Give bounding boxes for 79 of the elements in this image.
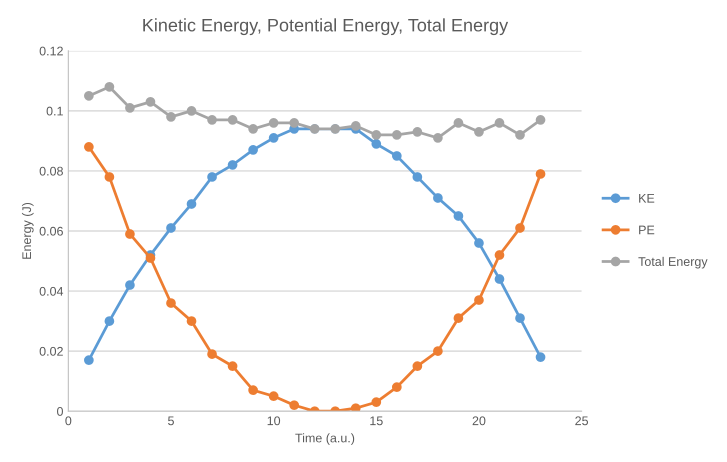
point	[228, 115, 238, 125]
y-tick-label: 0.06	[40, 226, 63, 236]
x-tick-label: 0	[65, 416, 72, 426]
point	[166, 112, 176, 122]
point	[494, 274, 504, 284]
point	[146, 97, 156, 107]
x-axis-title: Time (a.u.)	[295, 433, 354, 445]
x-tick-label: 25	[575, 416, 588, 426]
point	[412, 172, 422, 182]
point	[248, 145, 258, 155]
point	[228, 160, 238, 170]
point	[84, 91, 94, 101]
y-tick-label: 0	[57, 406, 63, 416]
point	[186, 199, 196, 209]
point	[371, 139, 382, 149]
point	[104, 172, 114, 182]
legend-label: PE	[639, 226, 654, 234]
point	[207, 115, 217, 125]
point	[268, 133, 279, 143]
legend-label: Total Energy	[638, 256, 708, 268]
point	[474, 127, 484, 137]
point	[146, 253, 156, 263]
point	[268, 391, 279, 402]
point	[248, 124, 258, 134]
point	[371, 130, 382, 140]
point	[454, 211, 464, 221]
x-tick-label: 20	[472, 416, 486, 426]
point	[166, 223, 176, 233]
point	[228, 361, 238, 371]
x-tick-label: 10	[268, 416, 280, 426]
point	[433, 346, 443, 356]
point	[392, 382, 402, 392]
point	[433, 133, 443, 143]
y-tick-label: 0.04	[40, 286, 64, 296]
point	[186, 316, 196, 326]
point	[392, 130, 402, 140]
point	[125, 280, 135, 290]
y-tick-label: 0.1	[46, 106, 63, 116]
point	[371, 397, 382, 408]
chart-title: Kinetic Energy, Potential Energy, Total Energy	[143, 18, 508, 36]
point	[536, 115, 546, 125]
point	[536, 352, 546, 362]
point	[289, 400, 300, 410]
y-tick-label: 0.02	[40, 346, 63, 356]
point	[494, 118, 504, 128]
point	[104, 82, 114, 92]
point	[454, 118, 464, 128]
point	[84, 142, 94, 152]
point	[515, 313, 525, 323]
point	[474, 238, 484, 248]
point	[166, 298, 176, 308]
point	[350, 121, 361, 131]
y-tick-label: 0.12	[40, 46, 63, 56]
point	[248, 385, 258, 396]
y-axis-title: Energy (J)	[22, 202, 34, 259]
point	[515, 130, 525, 140]
point	[207, 172, 217, 182]
point	[392, 151, 402, 161]
point	[186, 106, 196, 116]
point	[474, 295, 484, 305]
point	[412, 127, 422, 137]
point	[536, 169, 546, 179]
point	[515, 223, 525, 233]
point	[350, 403, 361, 412]
point	[207, 349, 217, 359]
point	[412, 361, 422, 371]
x-tick-label: 15	[370, 416, 383, 426]
y-tick-label: 0.08	[40, 166, 63, 176]
point	[125, 229, 135, 239]
point	[268, 118, 279, 128]
point	[454, 313, 464, 323]
point	[84, 355, 94, 365]
point	[125, 103, 135, 113]
x-tick-label: 5	[168, 416, 174, 426]
point	[494, 250, 504, 260]
point	[289, 118, 300, 128]
legend-label: KE	[639, 194, 654, 203]
point	[433, 193, 443, 203]
point	[104, 316, 114, 326]
